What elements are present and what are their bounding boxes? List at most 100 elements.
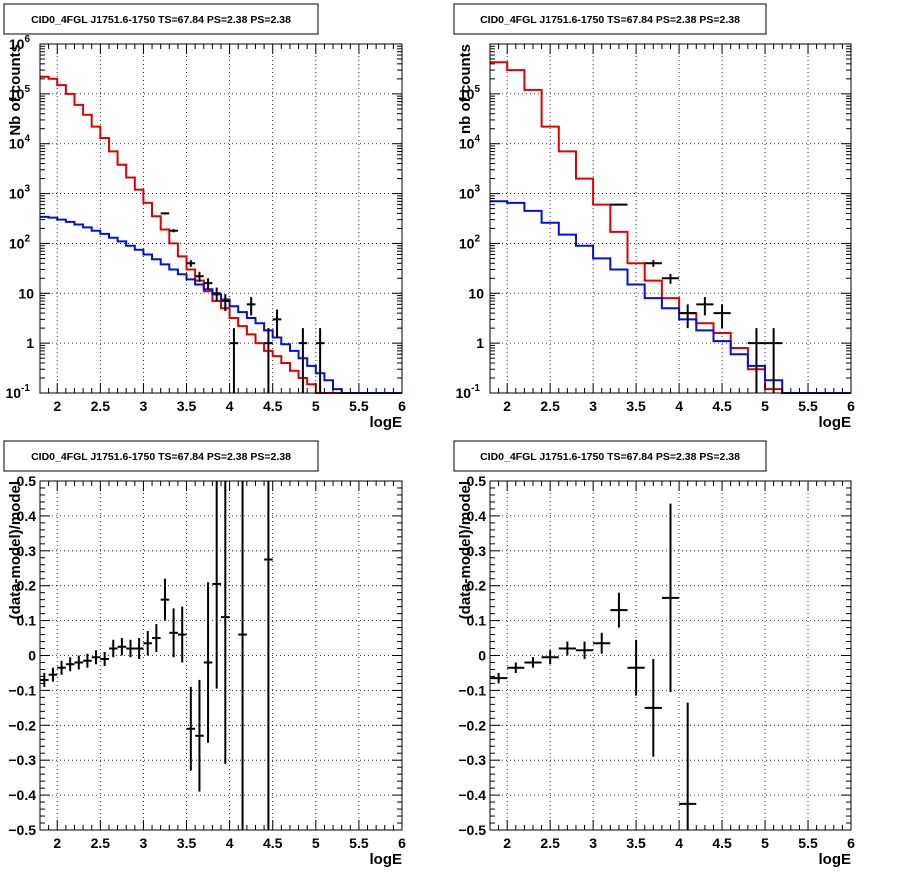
x-tick-label: 3.5 xyxy=(177,835,197,851)
data-point xyxy=(524,657,542,668)
data-point xyxy=(713,304,731,329)
panel-bottom-left-residuals: CID0_4FGL J1751.6-1750 TS=67.84 PS=2.38 … xyxy=(3,440,406,868)
y-tick-label: −0.1 xyxy=(8,682,36,698)
data-point xyxy=(765,328,783,393)
data-point xyxy=(696,297,714,316)
y-axis-label: Nb of counts xyxy=(7,44,24,136)
y-tick-exponent: 2 xyxy=(474,233,480,244)
y-tick-label: 0.5 xyxy=(17,473,37,489)
y-axis-label: nb of counts xyxy=(457,44,474,134)
data-point xyxy=(108,639,118,658)
y-axis-label: (data-model)/model xyxy=(457,481,474,619)
panel-top-right-counts: CID0_4FGL J1751.6-1750 TS=67.84 PS=2.38 … xyxy=(453,3,855,431)
y-tick-label: 10 xyxy=(18,285,34,301)
x-tick-label: 3 xyxy=(589,835,597,851)
data-point xyxy=(203,278,213,290)
y-tick-label: −0.3 xyxy=(8,752,36,768)
blue-model-histogram-1 xyxy=(490,200,851,394)
x-tick-label: 5.5 xyxy=(798,398,818,414)
red-model-histogram-0 xyxy=(40,75,402,394)
data-point xyxy=(203,582,213,743)
data-point xyxy=(74,655,84,670)
data-point xyxy=(272,309,282,338)
y-tick-label: −0.3 xyxy=(458,752,486,768)
data-point xyxy=(229,328,239,393)
red-model-histogram-0 xyxy=(490,61,851,394)
data-point xyxy=(83,653,92,668)
data-point xyxy=(610,203,628,206)
x-axis-label: logE xyxy=(370,851,403,868)
y-tick-exponent: 4 xyxy=(24,134,30,145)
x-axis-label: logE xyxy=(819,851,852,868)
x-tick-label: 3 xyxy=(140,398,148,414)
y-tick-exponent: 6 xyxy=(24,34,30,45)
y-tick-label: 0.4 xyxy=(17,508,37,524)
x-tick-label: 3.5 xyxy=(626,835,646,851)
y-tick-label: 1 xyxy=(26,335,34,351)
data-point xyxy=(186,686,196,771)
data-point xyxy=(126,639,135,658)
x-tick-label: 4 xyxy=(675,398,683,414)
data-point xyxy=(48,667,58,682)
y-tick-label: 102 xyxy=(9,233,31,251)
y-tick-label: 0.1 xyxy=(17,613,37,629)
y-tick-label: −0.1 xyxy=(458,682,486,698)
y-tick-label: 0.5 xyxy=(467,473,487,489)
data-point xyxy=(100,652,109,666)
data-point xyxy=(575,641,594,659)
y-tick-label: 103 xyxy=(459,184,481,202)
data-point xyxy=(212,287,221,302)
x-tick-label: 2.5 xyxy=(540,835,560,851)
data-point xyxy=(65,657,75,672)
data-point xyxy=(186,260,196,267)
data-point xyxy=(160,578,170,621)
data-point xyxy=(143,631,153,656)
data-point xyxy=(212,481,221,689)
data-point xyxy=(264,328,273,393)
data-point xyxy=(134,638,144,659)
y-tick-exponent: 3 xyxy=(24,184,30,195)
y-tick-exponent: 2 xyxy=(24,233,30,244)
x-tick-label: 5 xyxy=(312,835,320,851)
x-tick-label: 3.5 xyxy=(177,398,197,414)
y-tick-label: 0.3 xyxy=(467,543,487,559)
data-point xyxy=(195,679,204,792)
data-point xyxy=(117,638,127,656)
data-point xyxy=(57,660,66,675)
data-point xyxy=(490,672,508,684)
y-tick-label: −0.5 xyxy=(458,822,486,838)
plot-frame xyxy=(39,43,403,394)
x-tick-label: 2.5 xyxy=(540,398,560,414)
y-tick-label: 10-1 xyxy=(456,383,481,401)
data-point xyxy=(593,632,611,654)
data-point xyxy=(246,297,256,316)
data-point xyxy=(507,662,525,673)
y-tick-exponent: 4 xyxy=(474,134,480,145)
y-tick-label: 104 xyxy=(459,134,481,152)
x-tick-label: 4.5 xyxy=(263,835,283,851)
chart-title: CID0_4FGL J1751.6-1750 TS=67.84 PS=2.38 … xyxy=(480,451,740,463)
y-tick-label: 103 xyxy=(9,184,31,202)
data-point xyxy=(644,658,662,757)
title-box xyxy=(453,440,767,472)
y-tick-label: 0.2 xyxy=(467,578,487,594)
y-tick-label: 0.1 xyxy=(467,613,487,629)
y-tick-exponent: -1 xyxy=(21,383,30,394)
x-tick-label: 2 xyxy=(53,835,61,851)
x-tick-label: 4 xyxy=(226,398,234,414)
x-tick-label: 3.5 xyxy=(626,398,646,414)
x-tick-label: 5 xyxy=(312,398,320,414)
data-point xyxy=(558,641,576,656)
y-tick-exponent: 5 xyxy=(474,84,480,95)
panel-bottom-right-residuals: CID0_4FGL J1751.6-1750 TS=67.84 PS=2.38 … xyxy=(453,440,855,868)
title-box xyxy=(3,440,319,472)
y-tick-label: 0.2 xyxy=(17,578,37,594)
y-tick-label: −0.2 xyxy=(458,717,486,733)
x-tick-label: 5 xyxy=(761,835,769,851)
y-tick-label: 10-1 xyxy=(6,383,31,401)
chart-title: CID0_4FGL J1751.6-1750 TS=67.84 PS=2.38 … xyxy=(31,451,291,463)
data-point xyxy=(661,503,680,693)
data-point xyxy=(679,304,697,329)
chart-title: CID0_4FGL J1751.6-1750 TS=67.84 PS=2.38 … xyxy=(31,14,291,26)
